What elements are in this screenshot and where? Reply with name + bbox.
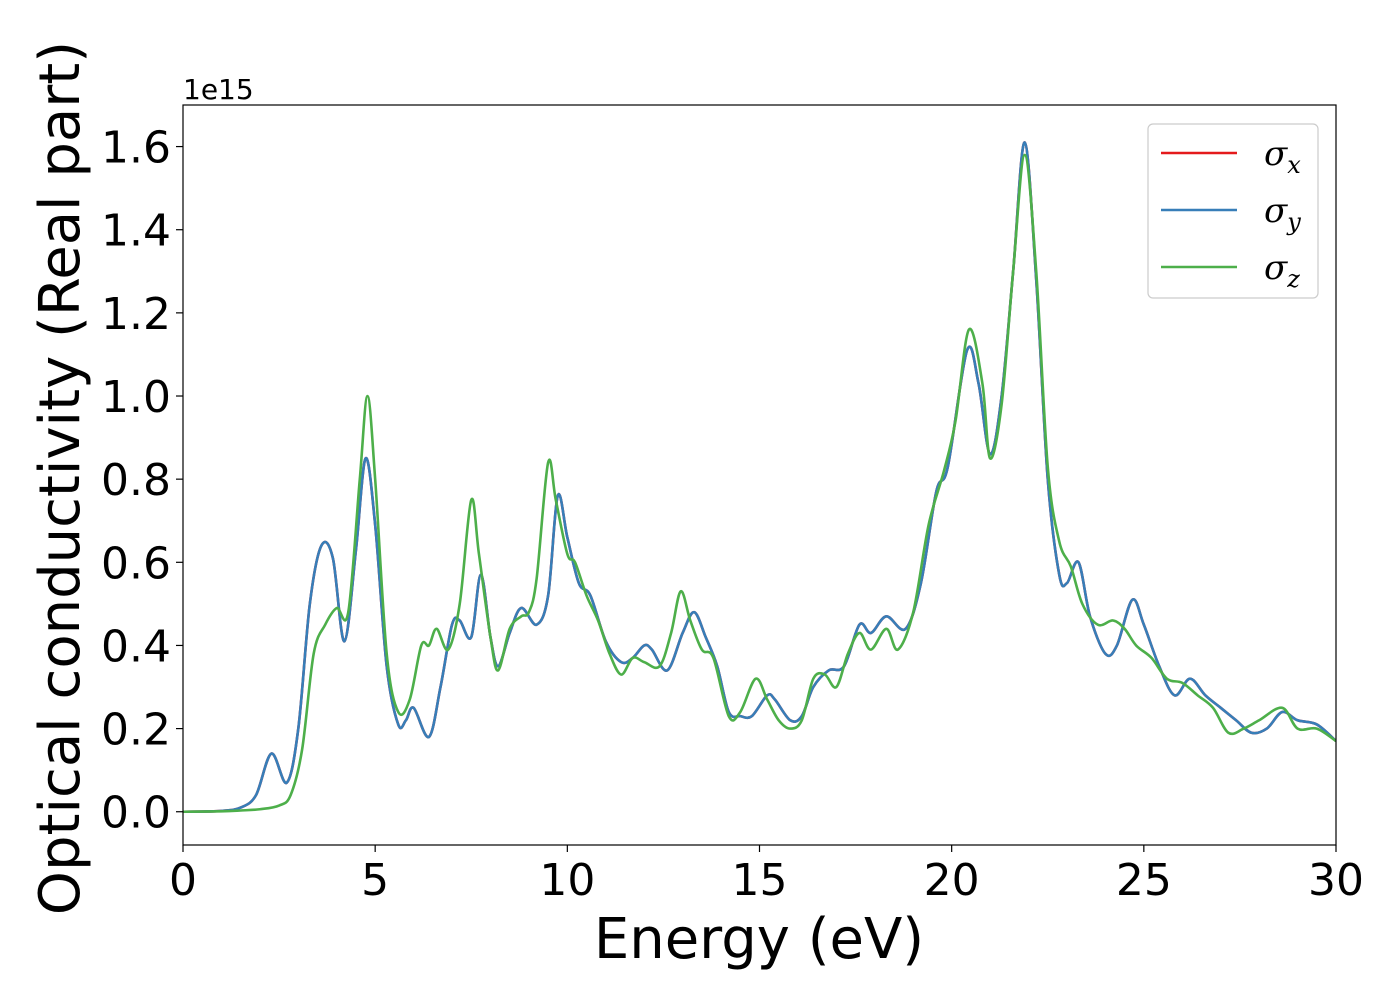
x-tick-label: 30 [1308, 855, 1364, 906]
y-axis: 0.0 0.2 0.4 0.6 0.8 1.0 1.2 1.4 1.6 [101, 123, 183, 839]
y-tick-label: 1.2 [101, 289, 171, 340]
y-tick-label: 1.4 [101, 206, 171, 257]
legend-label-z: σz [1264, 248, 1300, 293]
x-axis: 0 5 10 15 20 25 30 [169, 845, 1364, 906]
y-offset-text: 1e15 [183, 73, 254, 106]
x-tick-label: 15 [732, 855, 788, 906]
x-tick-label: 20 [924, 855, 980, 906]
legend: σx σy σz [1147, 123, 1319, 299]
y-tick-label: 0.2 [101, 705, 171, 756]
legend-entries: σx σy σz [1161, 134, 1301, 293]
x-tick-label: 5 [361, 855, 389, 906]
x-tick-label: 10 [539, 855, 595, 906]
legend-label-y: σy [1264, 191, 1301, 236]
y-tick-label: 1.6 [101, 123, 171, 174]
y-tick-label: 1.0 [101, 372, 171, 423]
x-tick-label: 25 [1116, 855, 1172, 906]
series-line-y [183, 141, 1336, 814]
y-tick-label: 0.0 [101, 788, 171, 839]
y-axis-title: Optical conductivity (Real part) [28, 41, 93, 915]
y-tick-label: 0.8 [101, 455, 171, 506]
x-tick-label: 0 [169, 855, 197, 906]
legend-label-x: σx [1264, 134, 1301, 179]
series-group [183, 141, 1336, 814]
y-tick-label: 0.4 [101, 621, 171, 672]
series-layer [183, 141, 1336, 814]
y-tick-label: 0.6 [101, 538, 171, 589]
x-axis-title: Energy (eV) [594, 907, 924, 972]
series-line-z [183, 153, 1336, 814]
